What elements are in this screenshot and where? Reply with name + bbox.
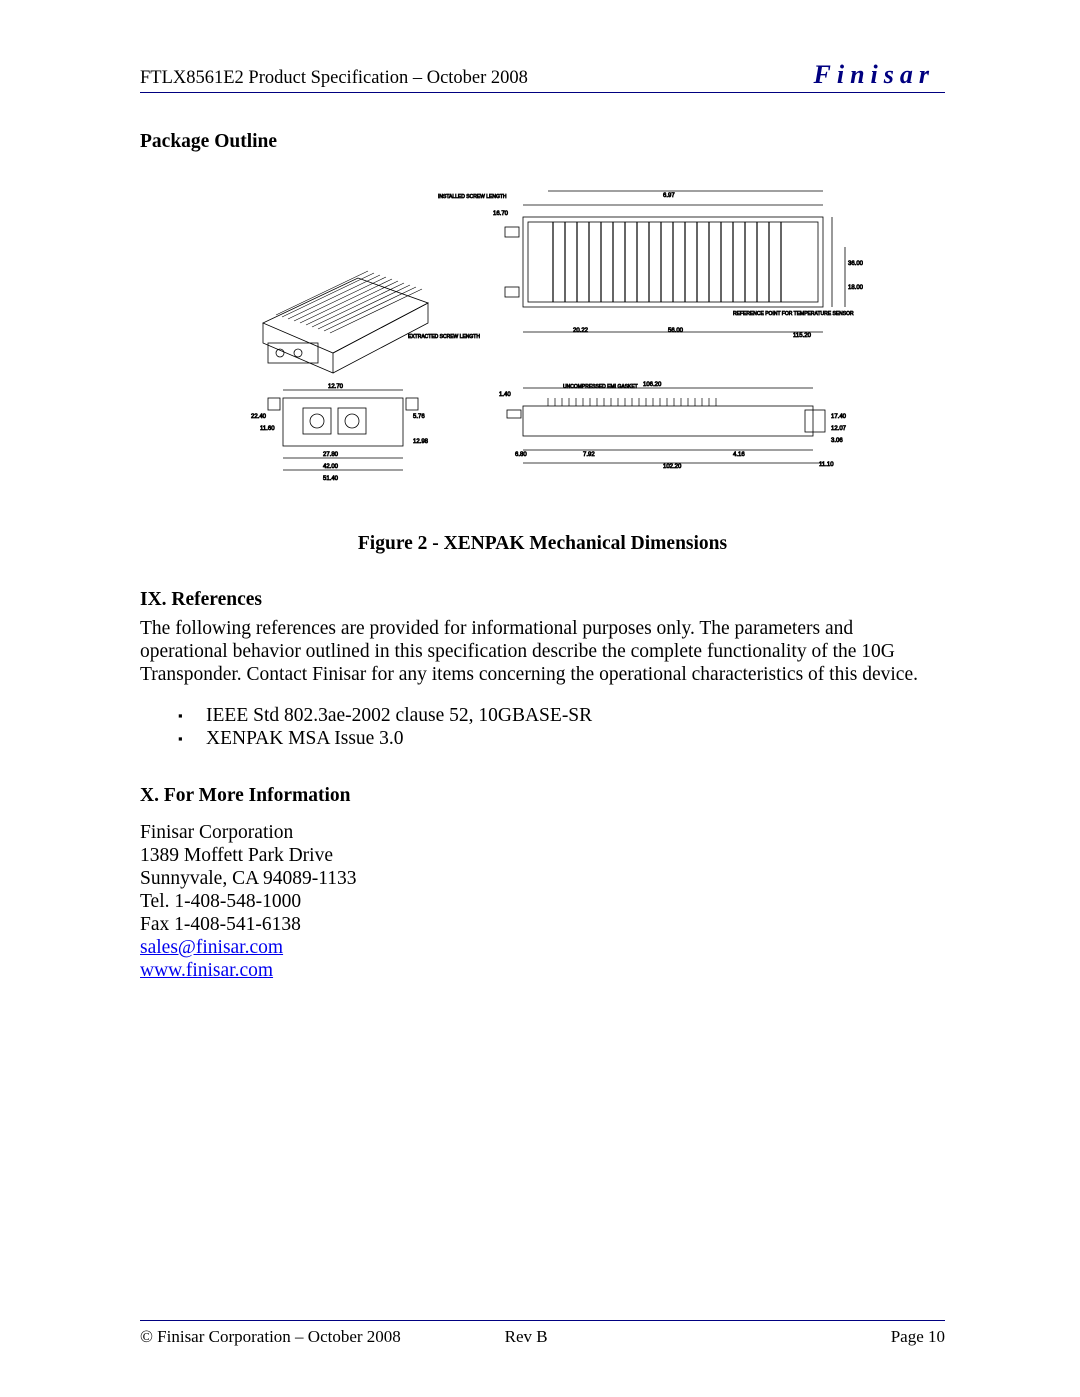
dim-697: 6.97 [663, 193, 675, 199]
heading-more-info: X. For More Information [140, 785, 945, 807]
dim-416: 4.16 [733, 452, 745, 458]
dim-1800: 18.00 [848, 285, 863, 291]
references-list: IEEE Std 802.3ae-2002 clause 52, 10GBASE… [140, 704, 945, 751]
dim-576: 5.76 [413, 414, 425, 420]
footer-page-number: Page 10 [891, 1327, 945, 1347]
header-doc-title: FTLX8561E2 Product Specification – Octob… [140, 68, 528, 89]
brand-logo-text: Finisar [814, 60, 946, 90]
dim-306: 3.06 [831, 438, 843, 444]
dim-10220: 102.20 [663, 464, 682, 470]
page-content: FTLX8561E2 Product Specification – Octob… [0, 0, 1080, 982]
dim-5140: 51.40 [323, 476, 339, 482]
contact-block: Finisar Corporation 1389 Moffett Park Dr… [140, 821, 945, 982]
dim-2240: 22.40 [251, 414, 267, 420]
page-header: FTLX8561E2 Product Specification – Octob… [140, 60, 945, 93]
page-footer: © Finisar Corporation – October 2008 Rev… [140, 1320, 945, 1347]
dim-1670: 16.70 [493, 211, 509, 217]
label-installed: INSTALLED SCREW LENGTH [438, 194, 507, 200]
heading-package-outline: Package Outline [140, 131, 945, 153]
figure-caption: Figure 2 - XENPAK Mechanical Dimensions [140, 533, 945, 555]
dim-792: 7.92 [583, 452, 595, 458]
contact-web-link[interactable]: www.finisar.com [140, 960, 273, 981]
list-item: XENPAK MSA Issue 3.0 [206, 727, 945, 750]
contact-street: 1389 Moffett Park Drive [140, 844, 945, 867]
dim-1207: 12.07 [831, 426, 847, 432]
footer-revision: Rev B [505, 1327, 548, 1347]
contact-city: Sunnyvale, CA 94089-1133 [140, 867, 945, 890]
dim-5600: 56.00 [668, 328, 684, 334]
mechanical-drawing: EXTRACTED SCREW LENGTH INSTALLED SCREW L… [223, 183, 863, 483]
label-emi: UNCOMPRESSED EMI GASKET [563, 384, 638, 390]
dim-4200: 42.00 [323, 464, 339, 470]
contact-fax: Fax 1-408-541-6138 [140, 913, 945, 936]
dim-680: 6.80 [515, 452, 527, 458]
label-extracted: EXTRACTED SCREW LENGTH [408, 334, 480, 340]
dim-10620: 106.20 [643, 382, 662, 388]
dim-140: 1.40 [499, 392, 511, 398]
dim-11520: 115.20 [793, 333, 812, 339]
dim-3600: 36.00 [848, 261, 863, 267]
list-item: IEEE Std 802.3ae-2002 clause 52, 10GBASE… [206, 704, 945, 727]
heading-references: IX. References [140, 589, 945, 611]
contact-company: Finisar Corporation [140, 821, 945, 844]
references-body: The following references are provided fo… [140, 617, 945, 686]
footer-copyright: © Finisar Corporation – October 2008 [140, 1327, 401, 1347]
contact-tel: Tel. 1-408-548-1000 [140, 890, 945, 913]
dim-1740: 17.40 [831, 414, 847, 420]
dim-1270: 12.70 [328, 384, 344, 390]
label-refpoint: REFERENCE POINT FOR TEMPERATURE SENSOR [733, 311, 854, 317]
contact-email-link[interactable]: sales@finisar.com [140, 937, 283, 958]
dim-1298: 12.98 [413, 439, 429, 445]
dim-2780: 27.80 [323, 452, 339, 458]
dim-1160: 11.60 [260, 426, 275, 432]
dim-2022: 20.22 [573, 328, 589, 334]
